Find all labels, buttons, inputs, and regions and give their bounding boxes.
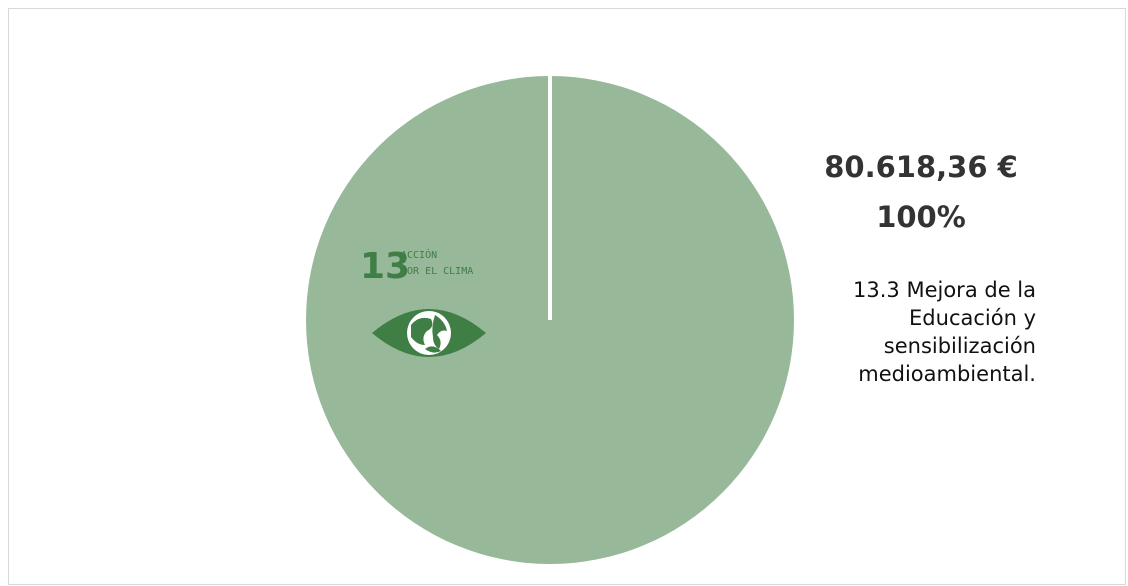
chart-frame	[8, 8, 1126, 585]
slice-percent-label: 100%	[876, 200, 966, 234]
sdg-title-line2: POR EL CLIMA	[401, 266, 473, 277]
sdg-13-logo: 13 ACCIÓN POR EL CLIMA	[360, 246, 486, 357]
sdg-number: 13	[360, 246, 410, 287]
slice-category-label-line: sensibilización	[883, 334, 1036, 358]
slice-category-label: 13.3 Mejora de la Educación y sensibiliz…	[800, 276, 1036, 388]
slice-category-label-line: Educación y	[909, 306, 1036, 330]
slice-category-label-line: 13.3 Mejora de la	[853, 278, 1036, 302]
slice-category-label-line: medioambiental.	[858, 362, 1036, 386]
sdg-title-line1: ACCIÓN	[401, 248, 437, 261]
slice-value-label: 80.618,36 €	[824, 150, 1018, 184]
eye-globe-icon	[372, 309, 486, 357]
